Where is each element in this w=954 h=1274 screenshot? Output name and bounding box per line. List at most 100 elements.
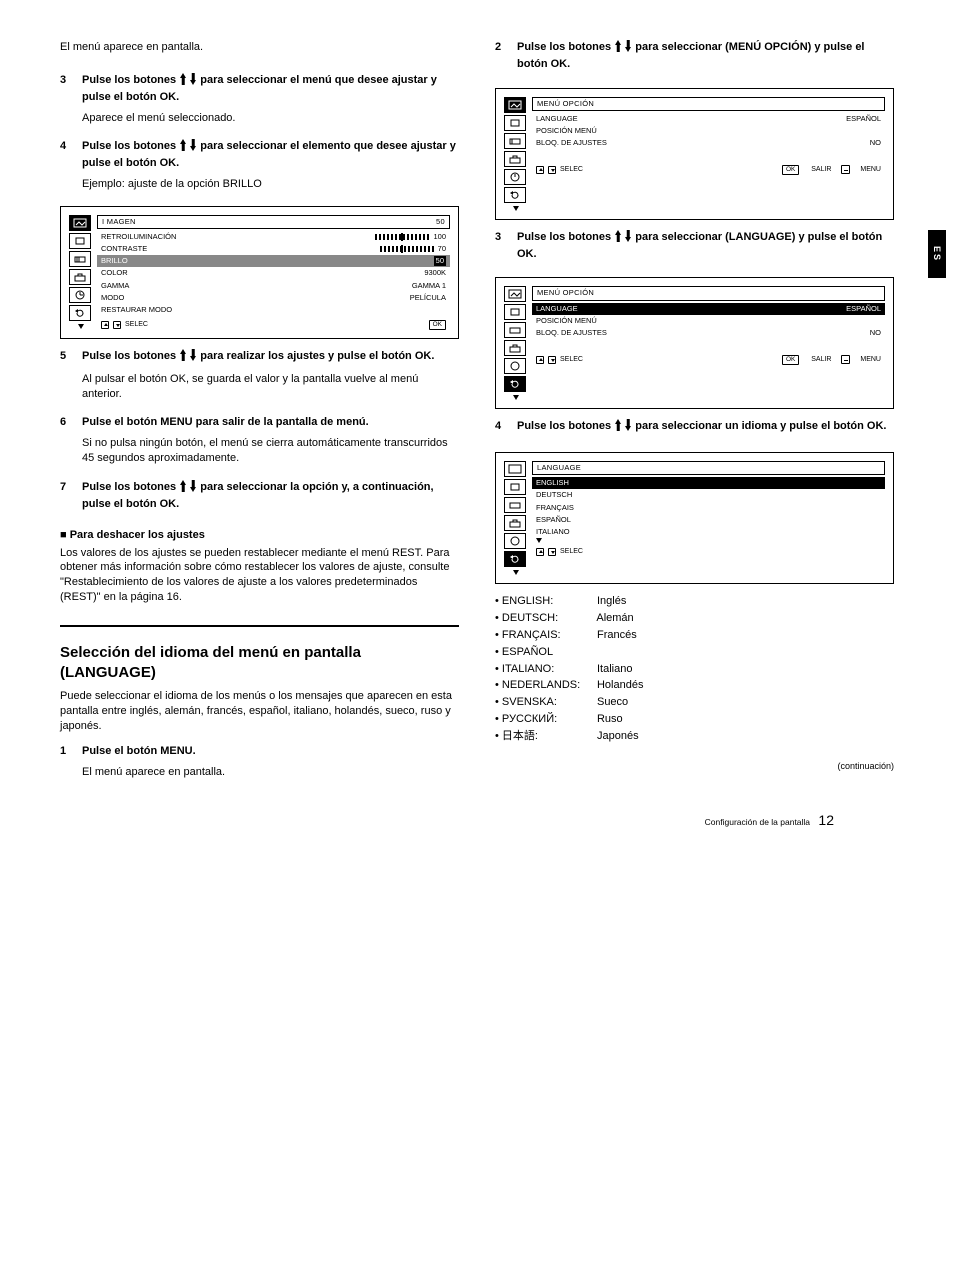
step-number: 6	[60, 415, 74, 466]
rstep4-a: Pulse los botones	[517, 420, 614, 432]
osd-language: LANGUAGE ENGLISH DEUTSCH FRANÇAIS ESPAÑO…	[495, 452, 894, 584]
step-number: 7	[60, 480, 74, 514]
osd-label: RESTAURAR MODO	[101, 305, 172, 315]
osd-icon-column	[504, 286, 528, 400]
step6-sub: Si no pulsa ningún botón, el menú se cie…	[82, 436, 459, 466]
osd-label: ITALIANO	[536, 527, 570, 537]
osd-row-selected: LANGUAGE ESPAÑOL	[532, 303, 885, 315]
step-7: 7 Pulse los botones para seleccionar la …	[60, 480, 459, 514]
osd-label: BRILLO	[101, 256, 128, 266]
footer-exit: SALIR	[811, 165, 831, 174]
osd-footer: SELEC OK	[97, 320, 450, 330]
osd-row: MODO PELÍCULA	[97, 292, 450, 304]
footer-select: SELEC	[560, 355, 583, 364]
clock-icon	[504, 533, 526, 549]
osd-label: RETROILUMINACIÓN	[101, 232, 176, 242]
osd-label: CONTRASTE	[101, 244, 147, 254]
osd-label: ENGLISH	[536, 478, 569, 488]
step5-b: para realizar los ajustes y pulse el bot…	[200, 350, 434, 362]
screen-icon	[504, 479, 526, 495]
r-step2: 2 Pulse los botones para seleccionar (ME…	[495, 40, 894, 74]
osd-row: RESTAURAR MODO	[97, 304, 450, 316]
osd-footer: SELEC	[532, 547, 885, 556]
clock-icon	[69, 287, 91, 303]
menu-icon	[841, 355, 850, 364]
osd-label: LANGUAGE	[536, 304, 578, 314]
footer-exit: SALIR	[811, 355, 831, 364]
step6-title: Pulse el botón MENU para salir de la pan…	[82, 415, 459, 430]
osd-val: 50	[434, 256, 446, 266]
osd-label: BLOQ. DE AJUSTES	[536, 138, 607, 148]
osd-val: 9300K	[424, 268, 446, 278]
osd-label: MODO	[101, 293, 124, 303]
right-column: 2 Pulse los botones para seleccionar (ME…	[495, 40, 894, 794]
step-number: 2	[495, 40, 509, 74]
osd-label: DEUTSCH	[536, 490, 572, 500]
osd-menu-opcion-2: MENÚ OPCIÓN LANGUAGE ESPAÑOL POSICIÓN ME…	[495, 277, 894, 409]
osd-val: PELÍCULA	[410, 293, 446, 303]
ok-icon: OK	[429, 320, 446, 330]
language-item: • ESPAÑOL	[495, 645, 894, 660]
osd-label: ESPAÑOL	[536, 515, 571, 525]
osd-label: POSICIÓN MENÚ	[536, 316, 597, 326]
step-3: 3 Pulse los botones para seleccionar el …	[60, 73, 459, 126]
step-number: 1	[60, 744, 74, 780]
language-item: • DEUTSCH: Alemán	[495, 611, 894, 626]
osd-row: POSICIÓN MENÚ	[532, 125, 885, 137]
osd-label: POSICIÓN MENÚ	[536, 126, 597, 136]
r-step4: 4 Pulse los botones para seleccionar un …	[495, 419, 894, 438]
language-item: • NEDERLANDS: Holandés	[495, 678, 894, 693]
footer-select: SELEC	[560, 165, 583, 174]
lang-step1-title: Pulse el botón MENU.	[82, 744, 459, 759]
toolbox-icon	[504, 515, 526, 531]
scroll-down-icon	[536, 538, 542, 543]
up-down-icon	[614, 230, 632, 247]
language-item: • FRANÇAIS: Francés	[495, 628, 894, 643]
osd-val: GAMMA 1	[412, 281, 446, 291]
scroll-down-icon	[78, 324, 84, 329]
input-icon	[504, 497, 526, 513]
osd-val: ESPAÑOL	[846, 114, 881, 124]
lang-step1: 1 Pulse el botón MENU. El menú aparece e…	[60, 744, 459, 780]
osd-title-bar: MENÚ OPCIÓN	[532, 97, 885, 111]
language-item: • ENGLISH: Inglés	[495, 594, 894, 609]
ok-icon: OK	[782, 355, 799, 365]
step-number: 4	[495, 419, 509, 438]
lang-step1-sub: El menú aparece en pantalla.	[82, 765, 459, 780]
input-icon	[69, 251, 91, 267]
input-icon	[504, 133, 526, 149]
intro-text: El menú aparece en pantalla.	[60, 40, 459, 55]
step-number: 3	[495, 230, 509, 264]
left-column: El menú aparece en pantalla. 3 Pulse los…	[60, 40, 459, 794]
up-down-icon	[179, 349, 197, 366]
step-5: 5 Pulse los botones para realizar los aj…	[60, 349, 459, 402]
image-icon	[504, 97, 526, 113]
osd-row: BLOQ. DE AJUSTES NO	[532, 327, 885, 339]
osd-row: DEUTSCH	[532, 489, 885, 501]
osd-val: 70	[438, 244, 446, 253]
osd-row: FRANÇAIS	[532, 502, 885, 514]
osd-val: ESPAÑOL	[846, 304, 881, 314]
footer-menu: MENU	[860, 165, 881, 174]
screen-icon	[504, 115, 526, 131]
step3-a: Pulse los botones	[82, 74, 179, 86]
osd-imagen: I MAGEN 50 RETROILUMINACIÓN 100 CONTRAST…	[60, 206, 459, 339]
osd-menu-opcion: MENÚ OPCIÓN LANGUAGE ESPAÑOL POSICIÓN ME…	[495, 88, 894, 220]
osd-val: NO	[870, 328, 881, 338]
osd-title: I MAGEN	[102, 217, 136, 227]
reset-icon	[69, 305, 91, 321]
toolbox-icon	[504, 340, 526, 356]
step-number: 4	[60, 139, 74, 192]
step5-sub: Al pulsar el botón OK, se guarda el valo…	[82, 372, 459, 402]
footer-menu: MENU	[860, 355, 881, 364]
osd-label: GAMMA	[101, 281, 129, 291]
scroll-down-icon	[513, 206, 519, 211]
language-item: • РУССКИЙ: Ruso	[495, 712, 894, 727]
osd-val: NO	[870, 138, 881, 148]
up-down-icon	[179, 480, 197, 497]
osd-icon-column	[504, 461, 528, 575]
osd-title-bar: I MAGEN 50	[97, 215, 450, 229]
osd-label: FRANÇAIS	[536, 503, 574, 513]
osd-row: LANGUAGE ESPAÑOL	[532, 113, 885, 125]
osd-footer: SELEC OK SALIR MENU	[532, 355, 885, 365]
